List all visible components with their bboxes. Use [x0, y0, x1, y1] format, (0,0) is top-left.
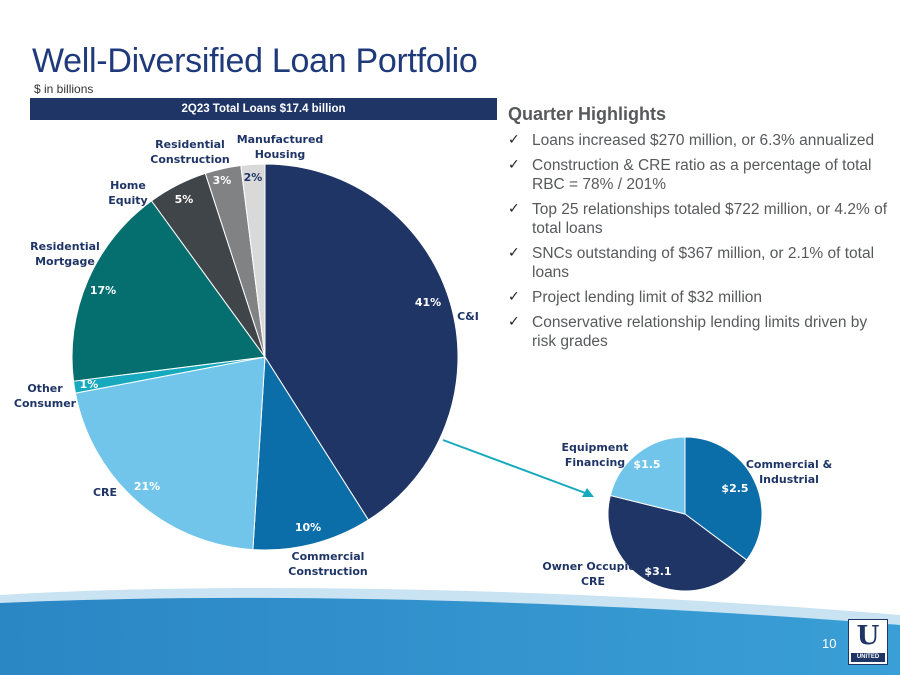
chart-labels: 41%C&I10%Commercial Construction21%CRE1%O…: [14, 133, 833, 588]
category-label-manufactured-housing: Manufactured Housing: [237, 133, 324, 161]
footer-wave: [0, 587, 900, 675]
units-note: $ in billions: [34, 82, 94, 96]
pie-slice-cre: [74, 356, 266, 551]
value-label-commercial-and-industrial: $2.5: [721, 482, 748, 495]
arrow-head-icon: [582, 488, 594, 497]
check-icon: ✓: [508, 132, 520, 148]
value-label-other-consumer: 1%: [80, 378, 99, 391]
pie-slice-equipment-financing: [609, 436, 686, 515]
highlight-item: ✓ Top 25 relationships totaled $722 milli…: [508, 200, 893, 238]
value-label-candi: 41%: [415, 296, 441, 309]
page-number: 10: [822, 636, 837, 651]
value-label-owner-occupied-cre: $3.1: [644, 565, 671, 578]
connector-arrow: [442, 439, 589, 495]
highlight-text: Construction & CRE ratio as a percentage…: [532, 157, 872, 193]
category-label-residential-mortgage: Residential Mortgage: [30, 240, 100, 268]
highlight-item: ✓ Construction & CRE ratio as a percentag…: [508, 156, 893, 194]
check-icon: ✓: [508, 157, 520, 173]
category-label-owner-occupied-cre: Owner Occupied CRE: [542, 560, 643, 588]
highlight-item: ✓ Project lending limit of $32 million: [508, 288, 893, 307]
check-icon: ✓: [508, 289, 520, 305]
pie-slice-owner-occupied-cre: [607, 494, 748, 592]
pie-slice-commercial-and-industrial: [684, 436, 763, 561]
ci-breakdown-pie: [607, 436, 763, 592]
quarter-highlights: Quarter Highlights ✓ Loans increased $270…: [508, 104, 893, 357]
category-label-candi: C&I: [457, 310, 479, 323]
value-label-manufactured-housing: 2%: [244, 171, 263, 184]
category-label-home-equity: Home Equity: [108, 179, 147, 207]
value-label-residential-mortgage: 17%: [90, 284, 116, 297]
highlight-text: Top 25 relationships totaled $722 millio…: [532, 201, 887, 237]
pie-slice-candi: [264, 163, 459, 521]
category-label-other-consumer: Other Consumer: [14, 382, 77, 410]
category-label-residential-construction: Residential Construction: [150, 138, 229, 166]
main-pie: [71, 163, 459, 551]
chart-banner: 2Q23 Total Loans $17.4 billion: [30, 98, 497, 120]
highlight-item: ✓ Loans increased $270 million, or 6.3% a…: [508, 131, 893, 150]
page-title: Well-Diversified Loan Portfolio: [32, 42, 478, 80]
highlights-heading: Quarter Highlights: [508, 104, 667, 124]
check-icon: ✓: [508, 245, 520, 261]
category-label-commercial-construction: Commercial Construction: [288, 550, 367, 578]
value-label-residential-construction: 3%: [213, 174, 232, 187]
highlight-text: Project lending limit of $32 million: [532, 289, 763, 306]
value-label-equipment-financing: $1.5: [633, 458, 660, 471]
highlights-list: ✓ Loans increased $270 million, or 6.3% a…: [508, 131, 893, 351]
highlight-text: Conservative relationship lending limits…: [532, 314, 868, 350]
highlight-text: SNCs outstanding of $367 million, or 2.1…: [532, 245, 875, 281]
value-label-commercial-construction: 10%: [295, 521, 321, 534]
logo-letter: U: [856, 621, 880, 651]
check-icon: ✓: [508, 314, 520, 330]
highlight-item: ✓ Conservative relationship lending limit…: [508, 313, 893, 351]
value-label-cre: 21%: [134, 480, 160, 493]
highlight-item: ✓ SNCs outstanding of $367 million, or 2.…: [508, 244, 893, 282]
check-icon: ✓: [508, 201, 520, 217]
category-label-equipment-financing: Equipment Financing: [562, 441, 629, 469]
highlight-text: Loans increased $270 million, or 6.3% an…: [532, 132, 875, 149]
united-logo: U UNITED: [848, 619, 888, 665]
category-label-commercial-and-industrial: Commercial & Industrial: [746, 458, 833, 486]
category-label-cre: CRE: [93, 486, 117, 499]
pie-slice-residential-mortgage: [71, 200, 266, 382]
pie-slice-manufactured-housing: [240, 163, 266, 358]
value-label-home-equity: 5%: [175, 193, 194, 206]
pie-slice-commercial-construction: [252, 355, 370, 551]
logo-text: UNITED: [851, 653, 885, 662]
